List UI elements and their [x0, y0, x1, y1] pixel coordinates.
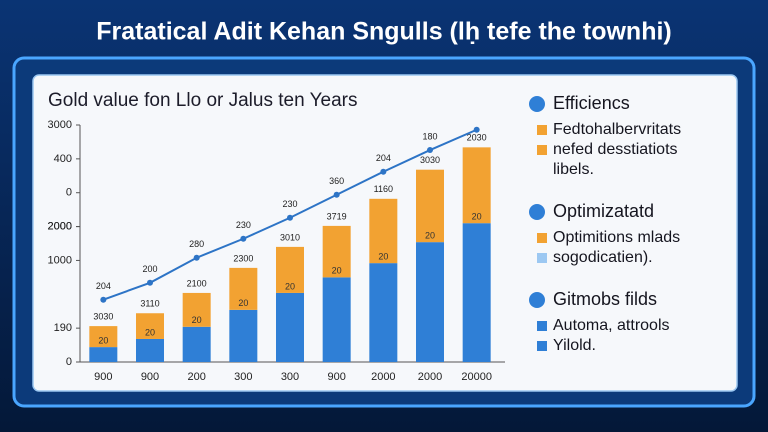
section-item: sogodicatien).: [553, 249, 653, 266]
line-label: 180: [422, 131, 437, 141]
bar-top-label: 1160: [374, 184, 393, 194]
bar-segment: [229, 309, 258, 362]
line-point: [287, 214, 293, 221]
line-point: [193, 254, 200, 261]
y-tick-label: 190: [54, 322, 72, 334]
bar-top-label: 3719: [327, 211, 347, 221]
bar-top-label: 2030: [467, 133, 487, 143]
section-item: Yilold.: [553, 337, 596, 354]
bar-top-label: 2300: [233, 253, 253, 263]
section-icon: [529, 292, 545, 308]
segment-label: 20: [145, 327, 155, 337]
bar-segment: [182, 292, 211, 327]
y-tick-label: 2000: [48, 220, 72, 232]
x-tick-label: 300: [234, 371, 252, 383]
bar-segment: [276, 292, 304, 362]
x-tick-label: 900: [94, 371, 112, 383]
page-title: Fratatical Adit Kehan Sngulls (lḥ tefe t…: [96, 18, 672, 46]
line-label: 230: [282, 199, 297, 209]
segment-label: 20: [425, 231, 435, 241]
line-label: 200: [142, 264, 157, 274]
x-tick-label: 200: [187, 371, 205, 383]
bar-segment: [89, 347, 118, 362]
y-tick-label: 400: [54, 153, 72, 165]
y-tick-label: 1000: [48, 254, 72, 266]
x-tick-label: 900: [327, 371, 345, 383]
segment-label: 20: [332, 266, 342, 276]
bar-segment: [136, 313, 164, 339]
line-label: 204: [376, 153, 391, 163]
chart-title: Gold value fon Llo or Jalus ten Years: [48, 90, 357, 111]
x-tick-label: 2000: [418, 371, 442, 383]
bar-segment: [369, 198, 398, 264]
bullet: [537, 253, 547, 263]
bar-segment: [136, 338, 164, 362]
section-heading: Optimizatatd: [553, 201, 654, 221]
bar-top-label: 3110: [140, 299, 159, 309]
bar-segment: [89, 326, 118, 348]
line-point: [427, 147, 433, 154]
x-tick-label: 300: [281, 371, 299, 383]
line-point: [240, 235, 247, 242]
bar-segment: [276, 246, 304, 293]
bar-segment: [322, 277, 351, 362]
bar-segment: [416, 242, 444, 362]
line-label: 360: [329, 176, 344, 186]
x-tick-label: 900: [141, 371, 159, 383]
section-item: Optimitions mlads: [553, 229, 680, 246]
y-tick-label: 2000: [48, 220, 72, 232]
bar-segment: [229, 267, 258, 310]
segment-label: 20: [472, 212, 482, 222]
segment-label: 20: [98, 335, 108, 345]
line-point: [473, 126, 480, 133]
segment-label: 20: [238, 298, 248, 308]
bar-top-label: 3010: [280, 232, 300, 242]
section-heading: Gitmobs filds: [553, 289, 657, 309]
segment-label: 20: [192, 315, 202, 325]
bar-segment: [462, 147, 491, 224]
bullet: [537, 233, 547, 243]
line-label: 230: [236, 220, 251, 230]
section-icon: [529, 204, 545, 220]
bar-segment: [416, 169, 444, 243]
line-label: 204: [96, 281, 111, 291]
bullet: [537, 341, 547, 351]
y-tick-label: 0: [66, 187, 72, 199]
bar-segment: [322, 225, 351, 278]
y-tick-label: 0: [66, 356, 72, 368]
line-label: 280: [189, 239, 204, 249]
line-point: [100, 296, 107, 303]
segment-label: 20: [285, 281, 295, 291]
section-item: libels.: [553, 161, 594, 178]
line-point: [380, 168, 387, 175]
segment-label: 20: [378, 252, 388, 262]
section-item: Automa, attrools: [553, 317, 670, 334]
x-tick-label: 20000: [461, 371, 492, 383]
bar-segment: [182, 326, 211, 362]
line-point: [333, 191, 340, 198]
x-tick-label: 2000: [371, 371, 395, 383]
bullet: [537, 145, 547, 155]
bar-top-label: 2100: [187, 278, 207, 288]
y-tick-label: 3000: [48, 119, 72, 131]
section-icon: [529, 96, 545, 112]
section-item: Fedtohalbervritats: [553, 121, 681, 138]
bar-top-label: 3030: [93, 311, 113, 321]
section-item: nefed desstiatiots: [553, 141, 678, 158]
bar-segment: [369, 263, 398, 362]
section-heading: Efficiencs: [553, 93, 630, 113]
bullet: [537, 125, 547, 135]
bar-segment: [462, 223, 491, 362]
bullet: [537, 321, 547, 331]
line-point: [147, 279, 153, 286]
bar-top-label: 3030: [420, 155, 440, 165]
